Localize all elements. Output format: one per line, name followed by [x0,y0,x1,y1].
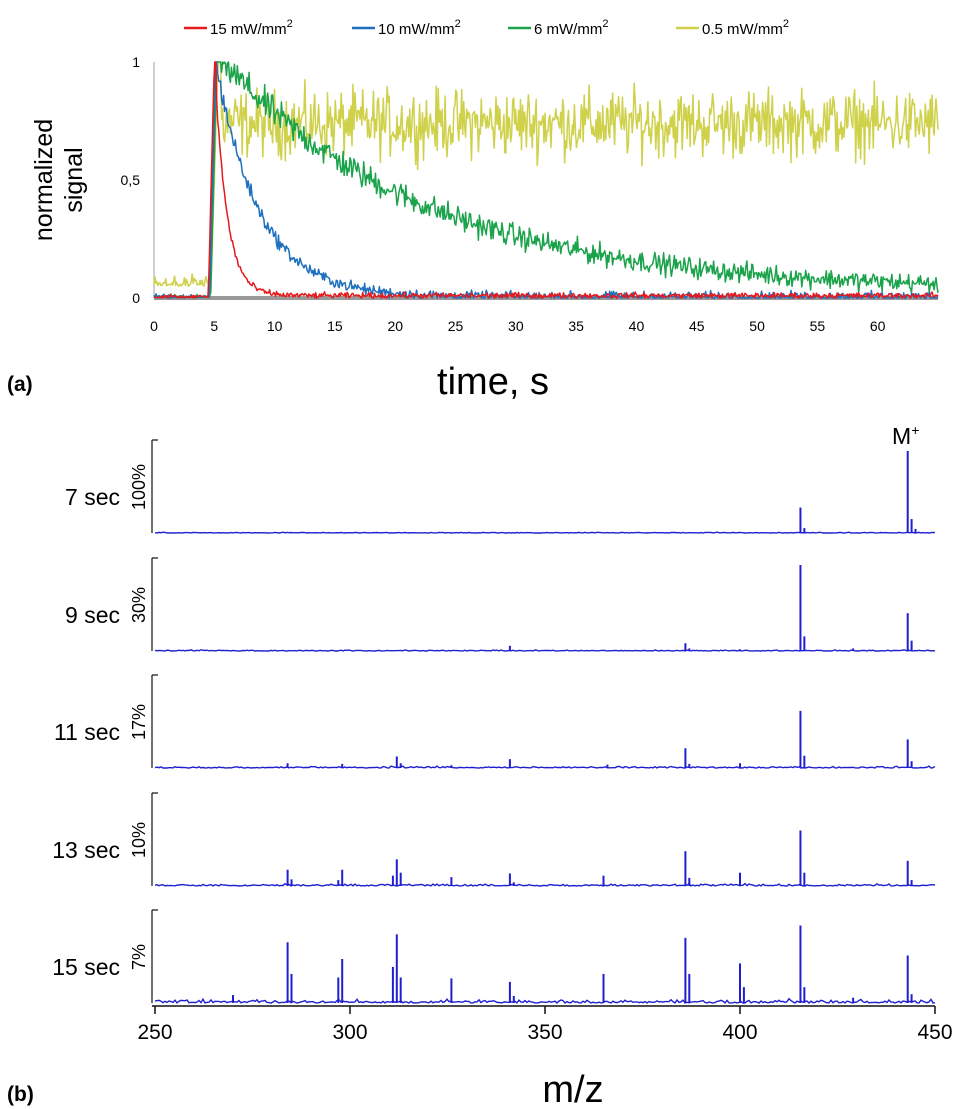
x-tick-label: 30 [508,318,524,334]
spectrum-time-label: 13 sec [52,837,120,863]
y-tick-label: 0 [132,290,140,306]
panel-a-plot-area [153,61,939,299]
spectrum-row: 7 sec 100% [65,439,936,534]
y-tick-label: 1 [132,54,140,70]
spectrum-row: 11 sec 17% [54,674,936,769]
x-tick-label: 0 [150,318,158,334]
x-tick-label: 20 [387,318,403,334]
legend-item: 10 mW/mm2 [352,18,461,38]
legend: 15 mW/mm2 10 mW/mm2 6 mW/mm2 0.5 mW/mm2 [184,18,789,38]
spectrum-time-label: 9 sec [65,602,120,628]
panel-b-mass-spectra: 7 sec 100% 9 sec 30% 11 sec 17% 13 sec 10% 15 se… [7,422,953,1109]
x-tick-label: 400 [722,1021,757,1044]
x-tick-label: 25 [448,318,464,334]
spectra-stack: 7 sec 100% 9 sec 30% 11 sec 17% 13 sec 10% 15 se… [52,422,936,1004]
legend-item: 6 mW/mm2 [508,18,608,38]
x-tick-label: 250 [137,1021,172,1044]
y-axis-label-line: signal [60,147,88,212]
spectrum-row: 13 sec 10% [52,792,936,887]
series-line [153,61,939,294]
spectrum-time-label: 7 sec [65,484,120,510]
spectrum-row: 9 sec 30% [65,557,936,652]
x-tick-label: 40 [629,318,645,334]
y-axis-label-line: normalized [30,119,58,241]
spectrum-time-label: 11 sec [54,719,120,745]
scale-percent-label: 100% [129,464,149,510]
legend-item: 15 mW/mm2 [184,18,293,38]
legend-label: 10 mW/mm2 [378,18,461,38]
panel-a-axes: 00,510 5 10 15 20 25 30 35 40 45 50 55 60 [121,54,938,334]
legend-label: 6 mW/mm2 [534,18,608,38]
x-tick-label: 35 [568,318,584,334]
panel-b-x-axis: 250 300 350 400 450 [137,1005,953,1044]
scale-percent-label: 10% [129,822,149,858]
x-tick-label: 50 [749,318,765,334]
molecular-ion-label: M+ [892,422,919,449]
x-tick-label: 450 [917,1021,952,1044]
x-tick-label: 60 [870,318,886,334]
spectrum-baseline [154,765,936,769]
spectrum-time-label: 15 sec [52,954,120,980]
panel-b-tag: (b) [7,1083,34,1106]
x-tick-label: 5 [210,318,218,334]
series-line [153,61,939,299]
spectrum-baseline [154,531,936,534]
panel-a-x-axis-label: time, s [437,361,549,403]
legend-item: 0.5 mW/mm2 [676,18,789,38]
panel-a-y-axis-label: normalized signal [30,119,88,241]
spectrum-baseline [154,649,936,652]
x-tick-label: 45 [689,318,705,334]
scale-percent-label: 17% [129,704,149,740]
scale-percent-label: 30% [129,587,149,623]
panel-a-time-trace: 15 mW/mm2 10 mW/mm2 6 mW/mm2 0.5 mW/mm2 0 0,… [7,18,939,403]
x-tick-label: 55 [810,318,826,334]
y-tick-label: 0,5 [121,172,141,188]
spectrum-row: 15 sec 7% [52,909,936,1004]
x-tick-label: 15 [327,318,343,334]
panel-a-tag: (a) [7,373,33,396]
x-tick-label: 10 [267,318,283,334]
spectrum-baseline [154,997,936,1004]
spectrum-baseline [154,882,936,887]
x-tick-label: 300 [332,1021,367,1044]
legend-label: 0.5 mW/mm2 [702,18,789,38]
panel-b-x-axis-label: m/z [542,1069,603,1109]
x-tick-label: 350 [527,1021,562,1044]
legend-label: 15 mW/mm2 [210,18,293,38]
scale-percent-label: 7% [129,944,149,970]
series-line [153,61,939,299]
